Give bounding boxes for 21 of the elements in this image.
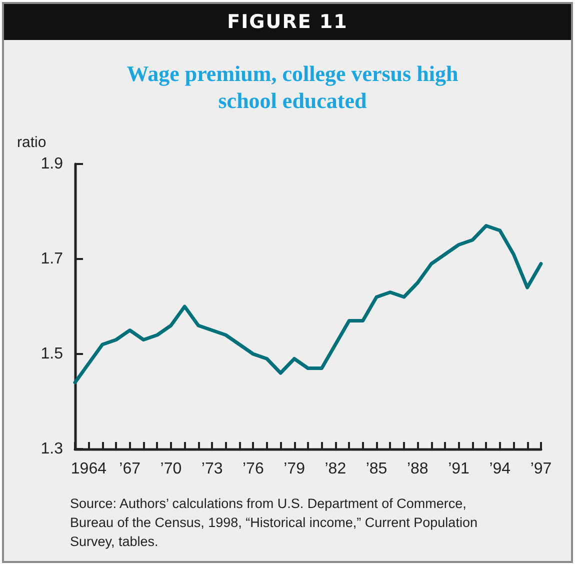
x-tick-label: ’73 <box>201 460 223 478</box>
line-series <box>73 224 543 384</box>
chart-title: Wage premium, college versus high school educated <box>126 60 460 114</box>
x-tick-label: ’70 <box>160 460 182 478</box>
x-tick-label: ’85 <box>366 460 388 478</box>
x-tick-label: ’82 <box>324 460 346 478</box>
y-tick-label: 1.3 <box>40 440 64 458</box>
source-note: Source: Authors’ calculations from U.S. Department of Commerce, Bureau of the Census, 1998, “Historical income,” Current Population Survey, tables. <box>70 495 478 551</box>
x-tick-label: ’79 <box>284 460 306 478</box>
x-tick-label: ’97 <box>530 460 552 478</box>
y-tick-label: 1.7 <box>40 250 64 268</box>
y-axis-title: ratio <box>17 134 46 151</box>
x-tick-label: 1964 <box>70 460 107 478</box>
x-tick-label: ’91 <box>448 460 470 478</box>
y-tick-label: 1.9 <box>40 156 64 172</box>
y-tick-label: 1.5 <box>40 346 64 362</box>
x-tick-label: ’88 <box>406 460 428 478</box>
x-tick-label: ’94 <box>489 460 511 478</box>
caption: FIGURE 11 <box>4 4 571 40</box>
x-tick-label: ’76 <box>242 460 264 478</box>
x-tick-label: ’67 <box>119 460 141 478</box>
